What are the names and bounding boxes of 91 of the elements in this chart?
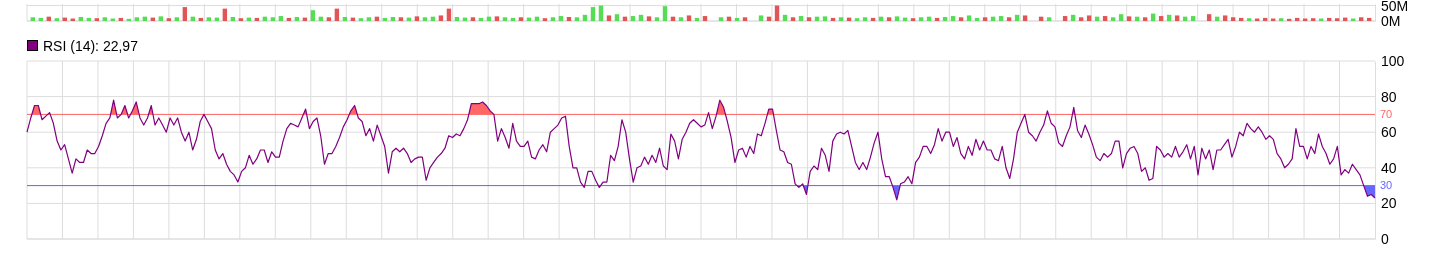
bar: [518, 17, 524, 21]
bar: [502, 17, 508, 21]
bar: [894, 16, 900, 21]
bar: [238, 18, 244, 21]
y-tick-label: 20: [1381, 195, 1397, 212]
bar: [822, 16, 828, 21]
bar: [134, 17, 140, 21]
y-tick-label: 0M: [1381, 12, 1401, 29]
bar: [590, 7, 596, 21]
bar: [1174, 15, 1180, 21]
y-tick-label: 50M: [1381, 0, 1409, 14]
legend-label: RSI (14): 22,97: [43, 37, 139, 54]
bar: [806, 17, 812, 21]
line-series: [26, 99, 1376, 201]
y-tick-label: 60: [1381, 124, 1397, 141]
bar: [678, 17, 684, 21]
bar: [398, 17, 404, 21]
bar: [574, 17, 580, 21]
bar: [758, 15, 764, 21]
bar: [1310, 18, 1316, 21]
bar: [702, 16, 708, 21]
bar: [646, 16, 652, 21]
bar: [1078, 17, 1084, 21]
bar: [1230, 17, 1236, 21]
bar: [958, 17, 964, 21]
bar: [950, 16, 956, 21]
ref-line-label: 30: [1380, 179, 1393, 192]
bar: [966, 15, 972, 21]
bar: [438, 15, 444, 21]
bar: [886, 17, 892, 21]
ref-line-label: 70: [1380, 108, 1393, 121]
bar: [862, 17, 868, 21]
bar: [542, 18, 548, 21]
bar: [1110, 17, 1116, 21]
bar: [158, 16, 164, 21]
bar: [1278, 18, 1284, 21]
bar: [270, 17, 276, 21]
bar: [166, 18, 172, 21]
bar: [718, 17, 724, 21]
bar: [94, 18, 100, 21]
bar: [174, 17, 180, 21]
bar: [1022, 15, 1028, 21]
bar: [422, 17, 428, 21]
bar: [998, 16, 1004, 21]
bar: [1142, 17, 1148, 21]
bar: [918, 17, 924, 21]
bar: [742, 17, 748, 21]
bar: [1086, 15, 1092, 21]
bar: [1334, 18, 1340, 21]
bar: [182, 7, 188, 21]
y-tick-label: 0: [1381, 230, 1389, 247]
bar: [614, 14, 620, 21]
bar: [982, 17, 988, 21]
bar: [102, 17, 108, 21]
bar: [278, 16, 284, 21]
bar: [470, 17, 476, 21]
bar: [1190, 16, 1196, 21]
bar: [854, 18, 860, 21]
bar: [310, 10, 316, 21]
bar: [1158, 16, 1164, 21]
y-tick-label: 100: [1381, 52, 1405, 69]
bar: [206, 17, 212, 21]
bar: [654, 17, 660, 21]
bar: [606, 15, 612, 21]
bar: [1126, 16, 1132, 21]
y-tick-label: 40: [1381, 159, 1397, 176]
bar: [326, 17, 332, 21]
bar: [1102, 16, 1108, 21]
bar: [910, 18, 916, 21]
bar: [1206, 14, 1212, 21]
bar: [1062, 16, 1068, 21]
bar: [838, 17, 844, 21]
bar: [1046, 17, 1052, 21]
bar: [686, 15, 692, 21]
bar: [550, 17, 556, 21]
bar: [798, 16, 804, 21]
bar: [1118, 14, 1124, 21]
bar: [1359, 17, 1364, 21]
bar: [494, 16, 500, 21]
bar: [790, 17, 796, 21]
bar: [30, 17, 35, 21]
bar: [558, 16, 564, 21]
bar: [54, 18, 60, 21]
bar: [630, 16, 636, 21]
bar: [366, 17, 372, 21]
bar: [358, 18, 364, 21]
bar: [414, 16, 420, 21]
bar: [1222, 15, 1228, 21]
bar: [1246, 18, 1252, 21]
bar: [1006, 17, 1012, 21]
y-tick-label: 80: [1381, 88, 1397, 105]
